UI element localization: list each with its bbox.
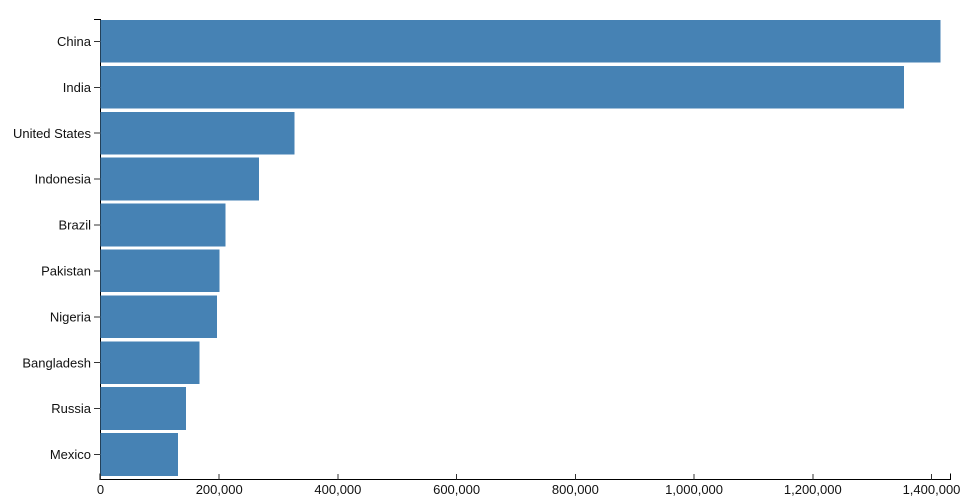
x-axis: 0 200,000 400,000 600,000 800,000 1,000,000 1,… — [97, 474, 960, 497]
bar-china — [100, 20, 941, 63]
x-tick-label: 400,000 — [314, 482, 361, 497]
y-tick-label-russia: Russia — [51, 401, 92, 416]
y-tick-label-nigeria: Nigeria — [50, 309, 92, 324]
x-tick-label: 1,000,000 — [665, 482, 723, 497]
x-tick-label: 1,200,000 — [784, 482, 842, 497]
bar-brazil — [100, 203, 226, 247]
x-tick-label: 200,000 — [196, 482, 243, 497]
x-tick-label: 600,000 — [433, 482, 480, 497]
y-tick-label-india: India — [63, 80, 92, 95]
x-tick-label: 1,400,000 — [903, 482, 960, 497]
bar-pakistan — [100, 249, 220, 293]
y-tick-label-brazil: Brazil — [58, 218, 91, 233]
bar-mexico — [100, 433, 179, 476]
y-tick-label-indonesia: Indonesia — [35, 172, 92, 187]
x-tick-label: 0 — [97, 482, 104, 497]
bar-nigeria — [100, 295, 217, 339]
bar-united-states — [100, 111, 295, 155]
y-axis-domain — [94, 19, 101, 480]
y-tick-label-pakistan: Pakistan — [41, 264, 91, 279]
bar-russia — [100, 387, 186, 430]
bars-group — [100, 20, 941, 476]
y-tick-label-bangladesh: Bangladesh — [22, 355, 91, 370]
y-tick-label-china: China — [57, 34, 92, 49]
x-tick-label: 800,000 — [552, 482, 599, 497]
bar-bangladesh — [100, 341, 200, 384]
y-tick-label-mexico: Mexico — [50, 447, 91, 462]
y-tick-label-united-states: United States — [13, 126, 92, 141]
bar-indonesia — [100, 157, 259, 201]
bar-india — [100, 65, 905, 109]
y-axis: China India United States Indonesia Brazil Pa… — [13, 34, 101, 462]
x-axis-domain — [99, 473, 951, 480]
